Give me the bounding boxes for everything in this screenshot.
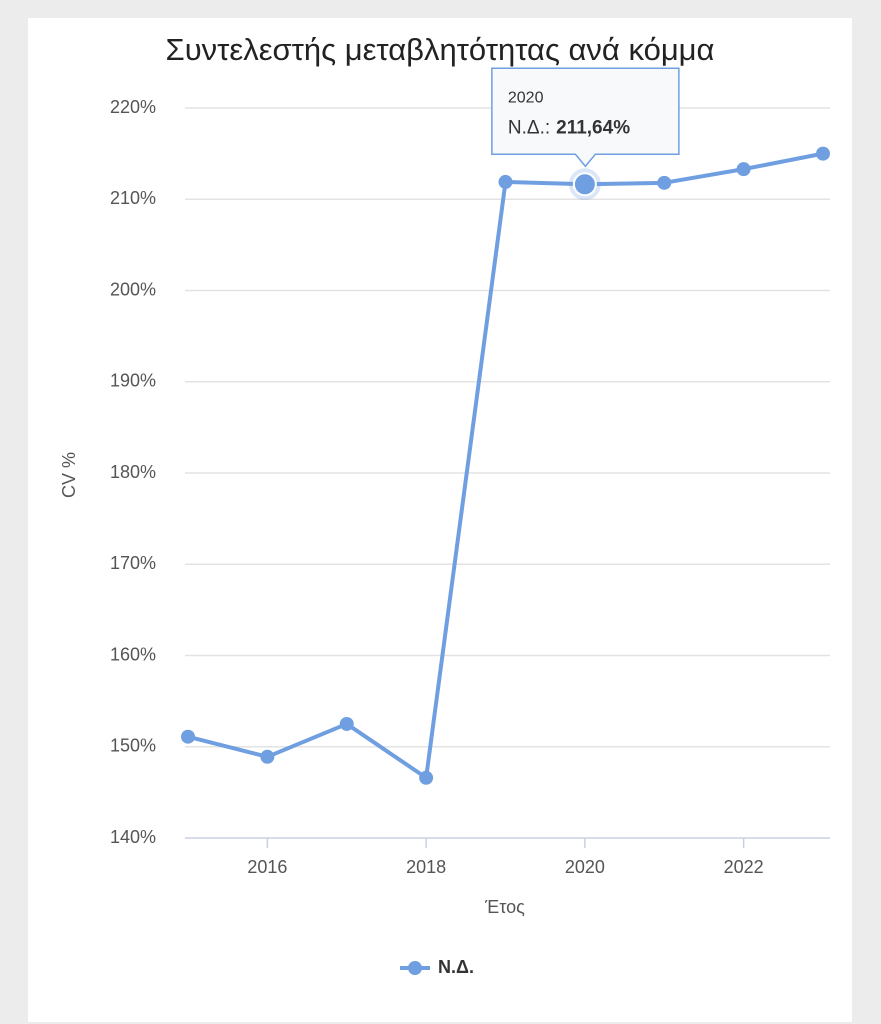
legend-label: Ν.Δ.: [438, 957, 474, 977]
x-tick-label: 2020: [565, 857, 605, 877]
tooltip-box: [491, 67, 680, 168]
y-tick-label: 200%: [110, 279, 156, 299]
data-point: [736, 162, 751, 177]
y-tick-label: 190%: [110, 371, 156, 391]
y-tick-label: 140%: [110, 827, 156, 847]
x-axis-label: Έτος: [484, 897, 525, 917]
data-point: [572, 172, 597, 197]
card: [28, 18, 852, 1022]
y-tick-label: 160%: [110, 644, 156, 664]
x-tick-label: 2022: [724, 857, 764, 877]
y-tick-label: 210%: [110, 188, 156, 208]
y-tick-label: 180%: [110, 462, 156, 482]
data-point: [419, 770, 434, 785]
data-point: [498, 174, 513, 189]
tooltip-number: 211,64%: [556, 117, 630, 138]
data-point: [657, 175, 672, 190]
data-point: [181, 729, 195, 744]
data-point: [260, 749, 275, 764]
tooltip-x: 2020: [508, 90, 544, 107]
x-tick-label: 2018: [406, 857, 446, 877]
tooltip-value: Ν.Δ.: 211,64%: [508, 117, 630, 138]
legend-marker: [408, 961, 422, 975]
data-point: [816, 146, 830, 161]
chart-title: Συντελεστής μεταβλητότητας ανά κόμμα: [166, 32, 715, 67]
y-tick-label: 170%: [110, 553, 156, 573]
y-axis-label: CV %: [59, 452, 79, 498]
y-tick-label: 150%: [110, 736, 156, 756]
tooltip-series: Ν.Δ.:: [508, 117, 550, 138]
x-tick-label: 2016: [247, 857, 287, 877]
y-tick-label: 220%: [110, 97, 156, 117]
data-point: [339, 716, 354, 731]
